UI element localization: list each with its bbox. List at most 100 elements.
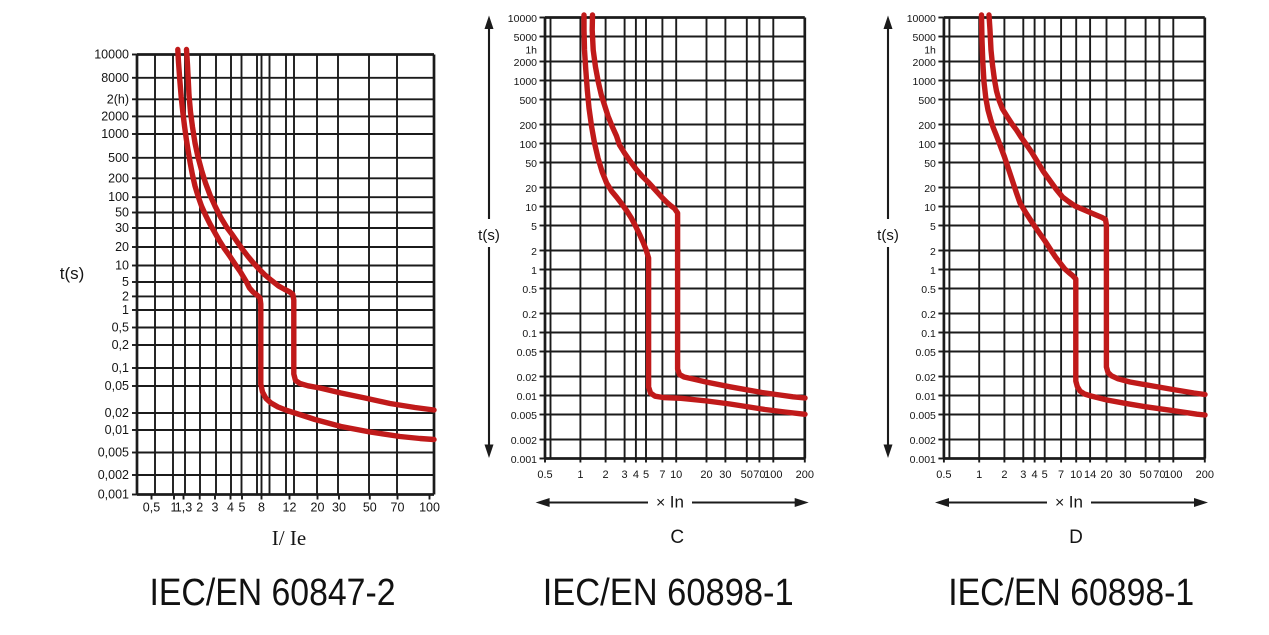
svg-text:0.002: 0.002 (511, 435, 537, 447)
svg-text:50: 50 (363, 501, 377, 515)
svg-text:5: 5 (531, 221, 537, 233)
svg-text:I/ Ie: I/ Ie (272, 526, 306, 550)
svg-text:D: D (1069, 527, 1083, 548)
svg-text:0.001: 0.001 (511, 454, 537, 466)
svg-text:8: 8 (258, 501, 265, 515)
svg-text:200: 200 (918, 120, 936, 132)
svg-text:1: 1 (577, 469, 583, 481)
svg-text:2(h): 2(h) (107, 92, 129, 106)
svg-text:50: 50 (741, 469, 753, 481)
svg-text:0,5: 0,5 (112, 321, 129, 335)
svg-text:0.5: 0.5 (921, 284, 936, 296)
svg-text:4: 4 (1032, 469, 1038, 481)
svg-text:10: 10 (670, 469, 682, 481)
svg-text:0.02: 0.02 (915, 372, 936, 384)
svg-text:100: 100 (918, 139, 936, 151)
svg-text:2: 2 (531, 246, 537, 258)
svg-text:IEC/EN 60847-2: IEC/EN 60847-2 (150, 572, 396, 614)
svg-text:10: 10 (1070, 469, 1082, 481)
svg-text:10000: 10000 (907, 13, 936, 25)
svg-text:100: 100 (519, 139, 537, 151)
svg-text:1,3: 1,3 (175, 501, 192, 515)
svg-text:200: 200 (796, 469, 814, 481)
svg-text:1h: 1h (924, 45, 936, 57)
svg-text:1: 1 (930, 265, 936, 277)
svg-text:8000: 8000 (101, 71, 129, 85)
svg-text:5: 5 (1042, 469, 1048, 481)
svg-text:0.02: 0.02 (517, 372, 538, 384)
svg-text:0.5: 0.5 (537, 469, 552, 481)
svg-text:1000: 1000 (913, 76, 937, 88)
svg-text:0.1: 0.1 (522, 328, 537, 340)
svg-text:IEC/EN 60898-1: IEC/EN 60898-1 (543, 572, 794, 614)
svg-text:100: 100 (764, 469, 782, 481)
svg-text:1000: 1000 (101, 127, 129, 141)
svg-text:50: 50 (924, 158, 936, 170)
svg-text:100: 100 (1164, 469, 1182, 481)
svg-text:20: 20 (115, 240, 129, 254)
svg-text:2: 2 (930, 246, 936, 258)
svg-text:0.001: 0.001 (910, 454, 936, 466)
svg-text:1: 1 (171, 501, 178, 515)
svg-text:10: 10 (924, 202, 936, 214)
svg-text:0.5: 0.5 (522, 284, 537, 296)
svg-text:C: C (670, 527, 684, 548)
svg-text:30: 30 (1119, 469, 1131, 481)
svg-text:5: 5 (643, 469, 649, 481)
svg-text:2: 2 (122, 289, 129, 303)
svg-text:1000: 1000 (514, 76, 538, 88)
svg-text:0,1: 0,1 (112, 361, 129, 375)
svg-text:0,05: 0,05 (105, 379, 129, 393)
svg-text:1: 1 (122, 303, 129, 317)
svg-text:0,2: 0,2 (112, 338, 129, 352)
svg-text:1: 1 (531, 265, 537, 277)
svg-text:20: 20 (311, 501, 325, 515)
svg-text:7: 7 (1058, 469, 1064, 481)
svg-text:2000: 2000 (913, 57, 937, 69)
svg-text:0.2: 0.2 (522, 309, 537, 321)
svg-text:4: 4 (227, 501, 234, 515)
svg-text:0.05: 0.05 (915, 347, 936, 359)
svg-text:0,02: 0,02 (105, 406, 129, 420)
svg-text:100: 100 (108, 190, 129, 204)
svg-text:3: 3 (622, 469, 628, 481)
svg-text:50: 50 (115, 206, 129, 220)
svg-text:0.01: 0.01 (915, 391, 936, 403)
svg-text:2000: 2000 (514, 57, 538, 69)
svg-text:0.05: 0.05 (517, 347, 538, 359)
svg-text:t(s): t(s) (877, 227, 899, 244)
svg-text:3: 3 (1020, 469, 1026, 481)
svg-text:0.005: 0.005 (511, 410, 537, 422)
svg-text:× In: × In (1055, 493, 1083, 512)
svg-text:t(s): t(s) (478, 227, 500, 244)
svg-text:50: 50 (525, 158, 537, 170)
svg-text:10000: 10000 (508, 13, 537, 25)
svg-text:20: 20 (700, 469, 712, 481)
svg-text:20: 20 (525, 183, 537, 195)
svg-text:3: 3 (212, 501, 219, 515)
svg-text:20: 20 (1100, 469, 1112, 481)
svg-text:100: 100 (419, 501, 440, 515)
svg-text:1: 1 (976, 469, 982, 481)
svg-text:0.1: 0.1 (921, 328, 936, 340)
svg-text:200: 200 (1196, 469, 1214, 481)
svg-text:5000: 5000 (514, 32, 538, 44)
svg-text:2: 2 (603, 469, 609, 481)
svg-text:2: 2 (196, 501, 203, 515)
svg-text:50: 50 (1139, 469, 1151, 481)
svg-text:20: 20 (924, 183, 936, 195)
svg-text:1h: 1h (525, 45, 537, 57)
svg-text:5: 5 (122, 275, 129, 289)
svg-text:5: 5 (930, 221, 936, 233)
svg-text:500: 500 (108, 151, 129, 165)
svg-text:200: 200 (519, 120, 537, 132)
svg-text:200: 200 (108, 171, 129, 185)
svg-text:0,001: 0,001 (98, 488, 129, 502)
svg-text:0.01: 0.01 (517, 391, 538, 403)
svg-text:7: 7 (659, 469, 665, 481)
svg-text:4: 4 (633, 469, 639, 481)
svg-text:30: 30 (115, 221, 129, 235)
svg-text:2000: 2000 (101, 109, 129, 123)
svg-text:2: 2 (1001, 469, 1007, 481)
svg-text:IEC/EN 60898-1: IEC/EN 60898-1 (948, 572, 1194, 614)
